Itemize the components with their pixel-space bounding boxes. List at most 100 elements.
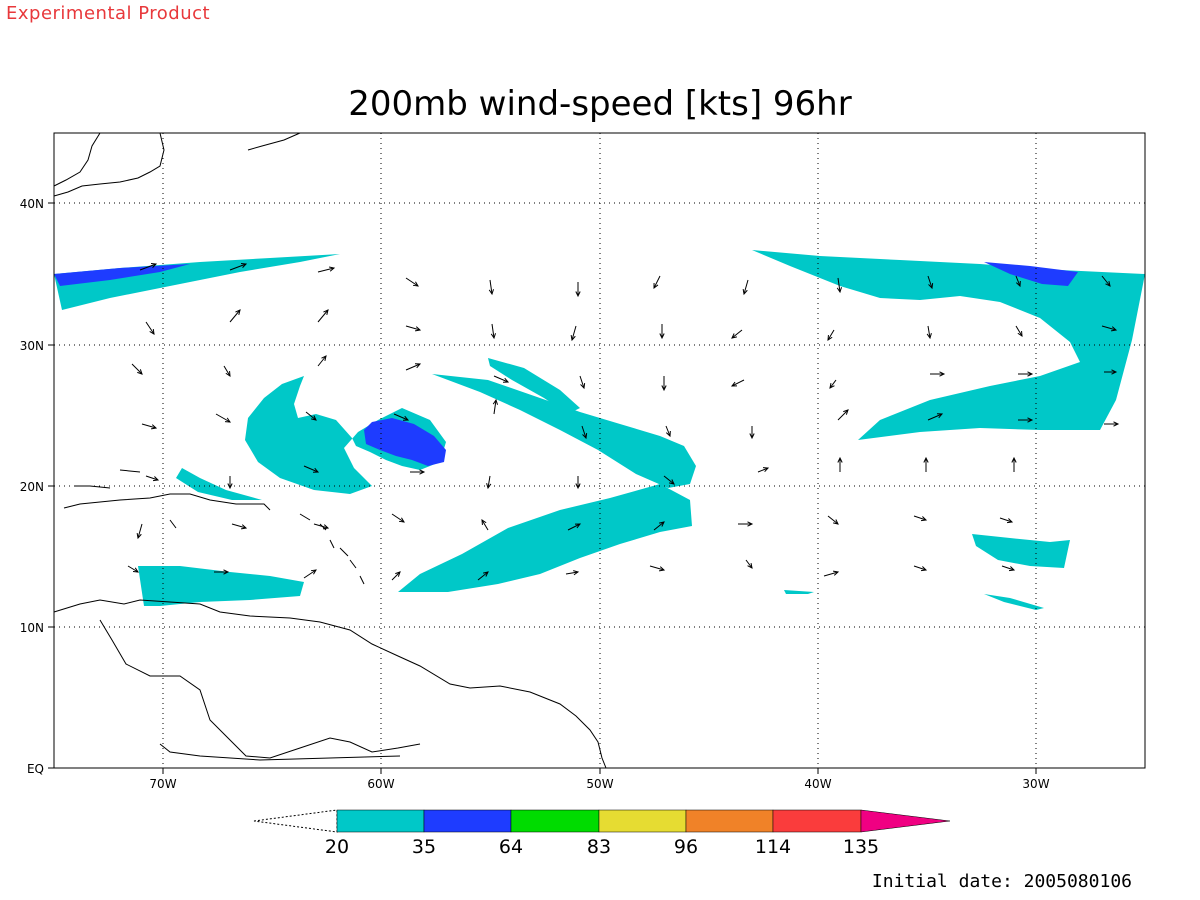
wind-region-blue-northwest <box>54 264 190 286</box>
wind-vector-arrow <box>1018 417 1034 423</box>
wind-vector-arrow <box>836 277 842 294</box>
wind-vector-arrow <box>575 476 581 490</box>
wind-vector-arrow <box>653 275 661 290</box>
wind-vector-arrow <box>913 515 928 522</box>
colorbar-label-64: 64 <box>499 836 523 858</box>
map-plot-area <box>53 132 1146 769</box>
graticule <box>54 133 1145 768</box>
coastline-south-america <box>53 599 607 769</box>
lat-tick-label-eq: EQ <box>27 762 44 776</box>
wind-vector-arrow <box>303 465 320 473</box>
lon-tick-label-70w: 70W <box>149 777 176 791</box>
colorbar-swatch-83-96 <box>598 809 687 833</box>
wind-vector-arrow <box>492 398 498 415</box>
wind-vector-arrow <box>405 277 419 287</box>
chart-title: 200mb wind-speed [kts] 96hr <box>348 84 851 124</box>
lon-tick-label-30w: 30W <box>1022 777 1049 791</box>
wind-vector-arrow <box>1104 421 1120 427</box>
wind-vector-arrow <box>486 475 492 490</box>
wind-vector-arrow <box>477 571 489 581</box>
lat-tick-label-40n: 40N <box>20 197 44 211</box>
wind-vector-arrow <box>745 559 753 569</box>
wind-vector-arrow <box>313 523 330 530</box>
colorbar-label-35: 35 <box>412 836 436 858</box>
latitude-axis: 40N 30N 20N 10N EQ <box>20 197 54 776</box>
lat-tick-label-30n: 30N <box>20 339 44 353</box>
wind-speed-35-64-regions <box>54 262 1078 466</box>
wind-vector-arrow <box>665 425 671 438</box>
wind-region-central-jet-lower <box>398 484 692 592</box>
colorbar-swatch-20-35 <box>336 809 425 833</box>
colorbar-swatch-114-135 <box>772 809 862 833</box>
colorbar-label-96: 96 <box>674 836 698 858</box>
wind-vector-arrow <box>659 324 665 340</box>
colorbar-label-20: 20 <box>325 836 349 858</box>
colorbar-low-triangle <box>253 809 338 833</box>
wind-vector-arrow <box>663 475 675 485</box>
wind-region-blue-northeast <box>984 262 1078 286</box>
wind-vector-arrow <box>823 570 840 577</box>
wind-vector-arrow <box>575 282 581 298</box>
wind-vector-arrow <box>730 379 745 387</box>
wind-vector-arrow <box>738 521 754 527</box>
wind-vector-arrow <box>139 263 158 271</box>
coastline-north-america <box>53 132 301 197</box>
wind-vector-arrow <box>1015 275 1021 288</box>
wind-vector-arrow <box>653 521 665 531</box>
wind-vector-arrow <box>136 523 143 540</box>
colorbar-label-135: 135 <box>843 836 879 858</box>
wind-vector-arrow <box>757 467 770 473</box>
wind-vector-arrow <box>1001 565 1016 572</box>
wind-vector-arrow <box>837 456 843 472</box>
colorbar-swatch-64-83 <box>510 809 600 833</box>
wind-vector-arrow <box>490 323 496 340</box>
wind-vector-arrow <box>837 409 849 421</box>
wind-vector-arrow <box>227 476 233 490</box>
wind-region-small-south <box>784 590 814 594</box>
wind-vector-arrow <box>927 275 934 290</box>
experimental-product-label: Experimental Product <box>6 3 211 24</box>
wind-region-blue-cutoff-core <box>364 418 446 466</box>
wind-vector-arrow <box>145 475 160 482</box>
wind-vector-arrow <box>827 329 835 341</box>
wind-region-east-streak <box>984 594 1044 610</box>
lon-tick-label-50w: 50W <box>586 777 613 791</box>
lat-tick-label-20n: 20N <box>20 480 44 494</box>
longitude-axis: 70W 60W 50W 40W 30W <box>149 768 1050 791</box>
wind-vector-arrow <box>742 279 749 296</box>
wind-vector-arrow <box>481 519 489 531</box>
wind-region-caribbean-band <box>138 566 304 606</box>
wind-vector-arrow <box>913 565 928 572</box>
wind-vector-arrow <box>305 411 317 421</box>
wind-vector-arrow <box>927 413 944 421</box>
wind-vector-arrow <box>570 325 577 342</box>
wind-vector-arrow <box>405 363 422 371</box>
wind-vector-arrow <box>827 515 839 525</box>
wind-vector-arrow <box>391 513 405 523</box>
wind-vector-arrow <box>131 363 143 375</box>
wind-vector-arrow <box>1104 369 1118 375</box>
wind-vector-arrow <box>391 571 401 581</box>
wind-vector-arrow <box>999 517 1014 524</box>
wind-vector-arrow <box>565 570 580 576</box>
wind-vector-arrow <box>393 413 410 421</box>
wind-vector-arrow <box>926 325 932 340</box>
wind-vector-arrow <box>493 375 510 383</box>
wind-vector-arrow <box>1018 371 1034 377</box>
wind-vector-arrow <box>1101 275 1111 287</box>
wind-region-central-jet-upper <box>432 374 696 488</box>
wind-vector-field <box>127 263 1120 581</box>
wind-vector-arrow <box>229 263 248 271</box>
lon-tick-label-60w: 60W <box>367 777 394 791</box>
wind-vector-arrow <box>214 569 230 575</box>
wind-vector-arrow <box>215 413 231 423</box>
lon-tick-label-40w: 40W <box>804 777 831 791</box>
wind-region-east-blob <box>972 534 1070 568</box>
wind-vector-arrow <box>405 325 422 332</box>
wind-vector-arrow <box>661 376 667 392</box>
wind-vector-arrow <box>649 565 666 572</box>
wind-vector-arrow <box>229 309 241 323</box>
wind-vector-arrow <box>1011 456 1017 472</box>
initial-date-label: Initial date: 2005080106 <box>872 871 1132 892</box>
wind-region-small-bahamas <box>176 468 262 500</box>
